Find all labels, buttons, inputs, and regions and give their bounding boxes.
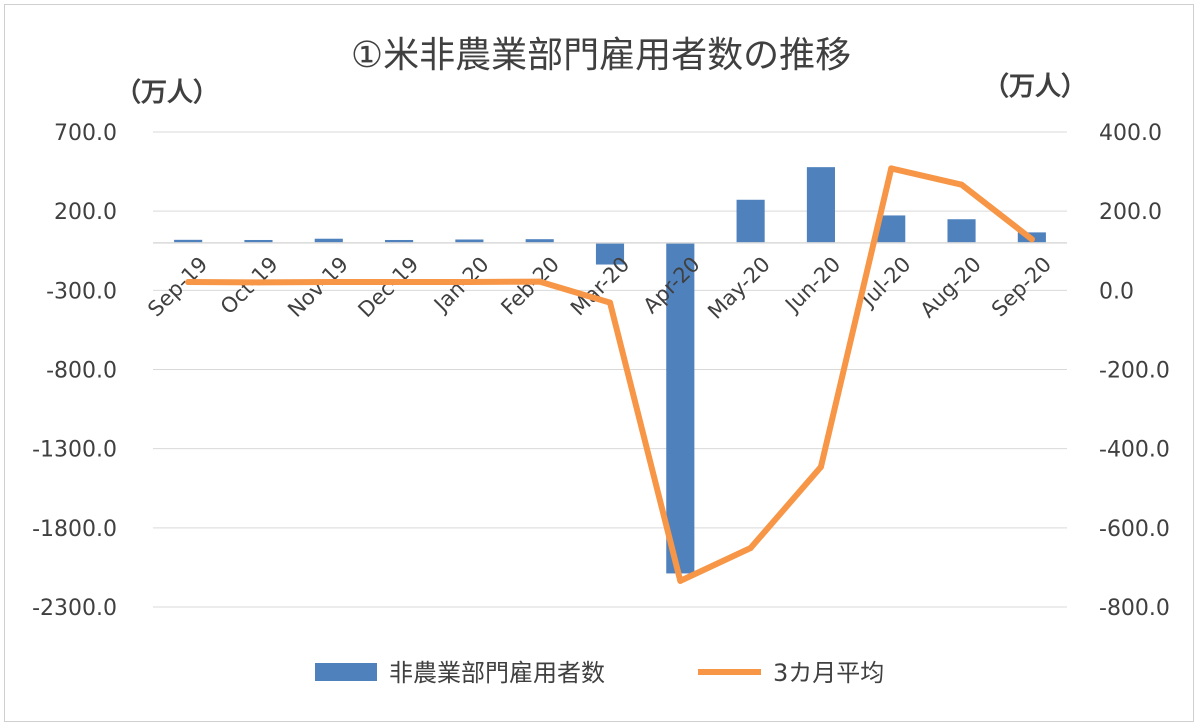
right-tick-label: -200.0 [1099, 359, 1170, 384]
line-point [396, 279, 403, 286]
left-tick-label: -1300.0 [32, 438, 117, 463]
right-tick-label: 400.0 [1099, 121, 1162, 146]
line-point [1028, 236, 1035, 243]
right-axis-unit: （万人） [983, 72, 1087, 102]
line-point [888, 165, 895, 172]
line-point [817, 463, 824, 470]
right-tick-label: -800.0 [1099, 596, 1170, 621]
x-tick-label: Sep-19 [143, 252, 212, 321]
bar [314, 238, 343, 243]
bar [736, 199, 765, 243]
x-tick-label: May-20 [703, 252, 775, 324]
bar [666, 242, 695, 574]
left-tick-label: 200.0 [54, 200, 117, 225]
left-tick-label: -1800.0 [32, 517, 117, 542]
right-axis-ticks: 400.0 200.0 0.0 -200.0 -400.0 -600.0 -800.0 [1099, 121, 1170, 621]
x-tick-label: Jun-20 [779, 252, 845, 318]
chart: ①米非農業部門雇用者数の推移 （万人） （万人） 700.0 200.0 -300.… [32, 35, 1170, 687]
chart-frame: ①米非農業部門雇用者数の推移 （万人） （万人） 700.0 200.0 -300.… [4, 4, 1194, 722]
left-tick-label: 700.0 [54, 121, 117, 146]
line-point [607, 299, 613, 306]
x-tick-label: Dec-19 [353, 252, 423, 322]
line-series [185, 165, 1035, 584]
x-tick-label: Aug-20 [916, 252, 986, 322]
line-point [255, 279, 262, 286]
x-tick-label: Sep-20 [987, 252, 1056, 321]
bar [385, 239, 414, 243]
right-tick-label: 0.0 [1099, 279, 1134, 304]
bar [244, 239, 273, 243]
bar [525, 239, 554, 243]
line-point [958, 181, 965, 188]
bar [947, 219, 976, 243]
right-tick-label: -600.0 [1099, 517, 1170, 542]
legend: 非農業部門雇用者数 3カ月平均 [315, 659, 884, 687]
line-point [536, 278, 543, 285]
left-tick-label: -300.0 [46, 279, 117, 304]
bar-series [174, 167, 1046, 574]
bar [174, 239, 203, 243]
chart-title: ①米非農業部門雇用者数の推移 [351, 35, 851, 76]
legend-label-line: 3カ月平均 [773, 659, 884, 687]
left-axis-unit: （万人） [115, 78, 219, 108]
line-point [466, 279, 473, 286]
left-tick-label: -800.0 [46, 359, 117, 384]
bar [595, 242, 625, 265]
line-point [185, 279, 192, 286]
x-tick-label: Nov-19 [283, 252, 353, 322]
right-tick-label: 200.0 [1099, 200, 1162, 225]
legend-swatch-bars [315, 663, 377, 681]
left-tick-label: -2300.0 [32, 596, 117, 621]
line-point [747, 545, 754, 552]
bar [455, 239, 484, 243]
gridlines [153, 131, 1067, 608]
line-point [325, 279, 332, 286]
bar [806, 167, 835, 243]
line-point [677, 577, 684, 584]
left-axis-ticks: 700.0 200.0 -300.0 -800.0 -1300.0 -1800.0 -230… [32, 121, 117, 621]
right-tick-label: -400.0 [1099, 438, 1170, 463]
x-tick-label: Oct-19 [216, 252, 283, 319]
legend-label-bars: 非農業部門雇用者数 [389, 659, 605, 687]
